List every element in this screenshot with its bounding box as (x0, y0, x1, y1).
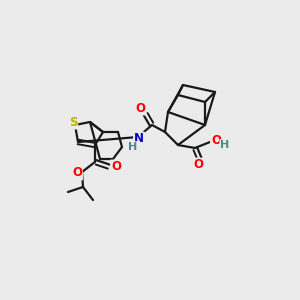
Text: H: H (220, 140, 230, 150)
Text: O: O (135, 101, 145, 115)
Text: S: S (69, 116, 77, 128)
Text: H: H (128, 142, 138, 152)
Text: O: O (111, 160, 121, 173)
Text: O: O (193, 158, 203, 172)
Text: O: O (211, 134, 221, 148)
Text: O: O (72, 167, 82, 179)
Text: N: N (134, 133, 144, 146)
